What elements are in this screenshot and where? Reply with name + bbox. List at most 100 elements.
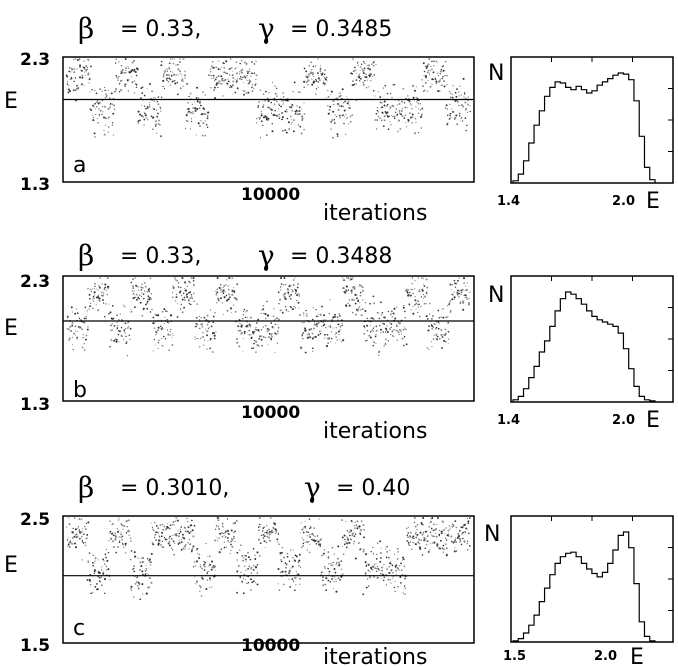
scatter-point xyxy=(345,305,348,307)
scatter-point xyxy=(183,537,186,540)
scatter-point xyxy=(429,313,431,315)
scatter-point xyxy=(111,124,114,126)
scatter-point xyxy=(278,589,281,592)
scatter-point xyxy=(166,79,168,81)
scatter-point xyxy=(405,328,407,331)
scatter-point xyxy=(164,70,167,72)
scatter-point xyxy=(104,553,107,555)
scatter-point xyxy=(188,532,191,535)
scatter-point xyxy=(73,68,76,70)
scatter-point xyxy=(415,86,417,88)
scatter-point xyxy=(401,569,403,571)
scatter-point xyxy=(248,333,250,336)
scatter-point xyxy=(467,96,469,98)
scatter-point xyxy=(168,349,170,352)
scatter-point xyxy=(168,540,171,542)
scatter-point xyxy=(93,562,95,565)
scatter-point xyxy=(232,522,235,525)
scatter-point xyxy=(327,579,330,582)
scatter-point xyxy=(445,539,448,541)
scatter-point xyxy=(418,288,420,291)
scatter-point xyxy=(340,560,343,562)
scatter-point xyxy=(383,576,386,579)
scatter-point xyxy=(84,544,87,547)
scatter-point xyxy=(370,317,373,320)
scatter-point xyxy=(172,521,175,523)
scatter-point xyxy=(111,103,114,106)
scatter-point xyxy=(314,321,316,323)
scatter-point xyxy=(190,524,193,526)
scatter-point xyxy=(120,89,123,92)
scatter-point xyxy=(276,115,279,118)
scatter-point xyxy=(407,536,409,538)
scatter-point xyxy=(336,316,339,319)
scatter-point xyxy=(81,77,84,79)
scatter-point xyxy=(311,347,314,350)
scatter-point xyxy=(213,332,216,334)
scatter-point xyxy=(274,524,276,526)
scatter-point xyxy=(86,579,89,581)
scatter-point xyxy=(431,345,433,348)
scatter-point xyxy=(327,96,329,98)
scatter-point xyxy=(214,565,217,568)
scatter-point xyxy=(117,333,120,336)
scatter-point xyxy=(85,537,88,540)
scatter-point xyxy=(358,73,361,76)
scatter-point xyxy=(346,116,349,119)
scatter-point xyxy=(354,521,356,523)
scatter-point xyxy=(115,536,117,539)
scatter-point xyxy=(97,117,99,120)
scatter-point xyxy=(217,68,220,71)
scatter-point xyxy=(168,67,171,70)
scatter-point xyxy=(324,583,327,586)
scatter-frame-a xyxy=(62,56,475,183)
scatter-point xyxy=(451,283,454,286)
scatter-point xyxy=(428,72,431,74)
scatter-point xyxy=(296,293,299,296)
scatter-point xyxy=(90,290,92,292)
scatter-point xyxy=(265,337,267,339)
scatter-point xyxy=(93,291,96,294)
scatter-point xyxy=(221,547,223,550)
scatter-point xyxy=(414,288,416,290)
scatter-point xyxy=(267,336,270,339)
scatter-point xyxy=(372,61,375,64)
scatter-point xyxy=(142,307,145,310)
scatter-point xyxy=(78,327,80,329)
scatter-point xyxy=(359,294,362,297)
scatter-point xyxy=(298,110,300,112)
scatter-point xyxy=(147,119,149,121)
scatter-point xyxy=(243,332,246,335)
scatter-point xyxy=(391,330,393,332)
scatter-point xyxy=(200,323,203,326)
scatter-point xyxy=(432,338,435,340)
scatter-point xyxy=(205,328,207,330)
scatter-point xyxy=(441,530,443,533)
scatter-point xyxy=(84,306,87,309)
scatter-point xyxy=(319,538,322,542)
scatter-point xyxy=(417,534,419,536)
scatter-point xyxy=(299,113,301,115)
scatter-point xyxy=(306,535,308,537)
scatter-point xyxy=(147,586,151,589)
scatter-point xyxy=(214,311,216,314)
scatter-point xyxy=(339,329,341,331)
scatter-point xyxy=(154,536,156,538)
scatter-point xyxy=(291,290,294,293)
scatter-point xyxy=(216,76,218,78)
scatter-point xyxy=(269,108,272,110)
scatter-point xyxy=(380,101,383,104)
scatter-point xyxy=(123,524,126,527)
scatter-point xyxy=(341,536,344,539)
scatter-point xyxy=(411,282,413,285)
scatter-point xyxy=(183,547,185,549)
scatter-point xyxy=(202,564,205,566)
scatter-point xyxy=(412,85,414,87)
scatter-point xyxy=(294,289,297,291)
scatter-point xyxy=(305,530,308,533)
scatter-point xyxy=(161,344,164,347)
scatter-point xyxy=(362,290,364,293)
scatter-point xyxy=(367,67,370,70)
scatter-point xyxy=(297,561,299,564)
scatter-point xyxy=(352,543,355,545)
